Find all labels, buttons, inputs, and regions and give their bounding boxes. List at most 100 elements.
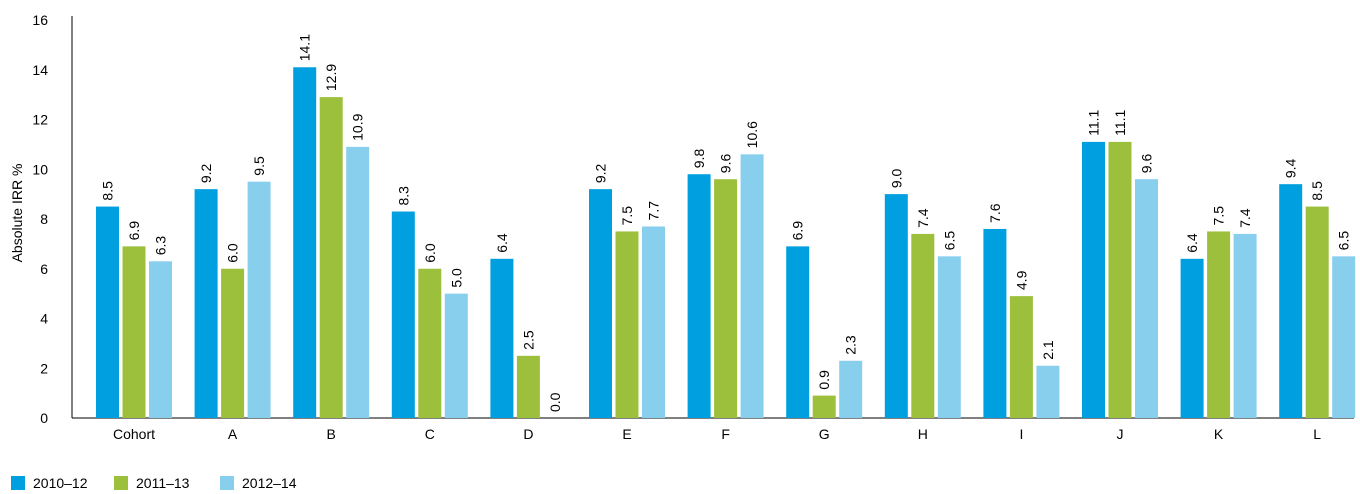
data-label: 7.7: [646, 201, 662, 221]
legend-label: 2012–14: [242, 475, 297, 491]
data-label: 0.0: [547, 392, 563, 412]
bar-h-series-3: [937, 256, 961, 418]
bar-j-series-2: [1108, 141, 1132, 418]
legend-swatch: [11, 476, 25, 490]
bar-b-series-2: [319, 97, 343, 419]
bar-f-series-3: [740, 154, 764, 418]
bar-g-series-2: [812, 395, 836, 418]
data-label: 9.8: [691, 149, 707, 169]
data-label: 8.5: [1309, 181, 1325, 201]
bar-b-series-3: [346, 146, 370, 419]
bar-b-series-1: [293, 67, 317, 418]
bar-i-series-2: [1009, 296, 1033, 418]
bar-c-series-1: [391, 211, 415, 418]
category-label: K: [1214, 426, 1224, 442]
y-tick-label: 12: [32, 112, 48, 128]
data-label: 9.6: [1139, 154, 1155, 174]
bar-k-series-1: [1180, 258, 1204, 418]
data-label: 6.0: [225, 243, 241, 263]
data-label: 14.1: [297, 34, 313, 61]
data-label: 7.5: [619, 206, 635, 226]
data-label: 12.9: [323, 64, 339, 91]
data-label: 8.5: [100, 181, 116, 201]
data-label: 9.6: [718, 154, 734, 174]
y-tick-label: 14: [32, 62, 48, 78]
category-label: J: [1117, 426, 1124, 442]
data-label: 5.0: [448, 268, 464, 288]
data-label: 2.3: [843, 335, 859, 355]
bar-e-series-1: [589, 189, 612, 418]
category-label: A: [228, 426, 238, 442]
legend: 2010–12 2011–13 2012–14: [11, 475, 297, 491]
data-label: 9.5: [251, 156, 267, 176]
y-tick-label: 16: [32, 12, 48, 28]
data-label: 6.5: [1336, 231, 1352, 251]
data-label: 6.9: [126, 221, 142, 241]
bar-d-series-1: [490, 258, 514, 418]
bar-l-series-3: [1332, 256, 1356, 418]
category-label: E: [622, 426, 631, 442]
data-label: 6.4: [494, 233, 510, 253]
data-label: 7.6: [987, 203, 1003, 223]
data-label: 9.2: [198, 163, 214, 183]
legend-label: 2011–13: [136, 475, 190, 491]
bar-g-series-1: [786, 246, 810, 418]
data-label: 9.0: [888, 168, 904, 188]
bar-e-series-2: [615, 231, 639, 418]
category-label: D: [523, 426, 533, 442]
bar-l-series-1: [1279, 184, 1303, 418]
legend-label: 2010–12: [33, 475, 88, 491]
bar-cohort-series-1: [96, 206, 119, 418]
bar-j-series-1: [1082, 141, 1105, 418]
data-label: 11.1: [1086, 109, 1102, 135]
data-label: 7.4: [915, 208, 931, 228]
data-label: 6.4: [1184, 233, 1200, 253]
y-tick-label: 2: [40, 360, 48, 376]
bar-d-series-2: [516, 355, 540, 418]
data-label: 6.0: [422, 243, 438, 263]
data-label: 4.9: [1013, 270, 1029, 290]
y-tick-label: 8: [40, 211, 48, 227]
bar-a-series-2: [221, 268, 245, 418]
y-tick-label: 10: [32, 161, 48, 177]
legend-swatch: [220, 476, 234, 490]
data-label: 7.5: [1211, 206, 1227, 226]
data-label: 2.5: [520, 330, 536, 350]
data-label: 9.2: [593, 163, 609, 183]
bar-a-series-3: [247, 181, 271, 418]
data-label: 0.9: [816, 370, 832, 390]
bar-f-series-2: [714, 179, 738, 418]
y-tick-label: 0: [40, 410, 48, 426]
y-axis-title: Absolute IRR %: [9, 164, 25, 263]
bar-e-series-3: [642, 226, 665, 418]
bar-h-series-1: [884, 194, 908, 418]
bar-g-series-3: [839, 360, 863, 418]
data-label: 8.3: [395, 186, 411, 206]
category-label: B: [327, 426, 336, 442]
bar-i-series-1: [983, 228, 1007, 418]
bar-c-series-2: [418, 268, 442, 418]
bar-f-series-1: [687, 174, 711, 418]
data-labels-group: 8.5 6.9 6.3 9.2 6.0 9.5 14.1 12.9 10.9 8.3 6.0 5.0 6…: [100, 34, 1352, 412]
category-label: I: [1019, 426, 1023, 442]
category-label: F: [721, 426, 730, 442]
bar-j-series-3: [1135, 179, 1158, 418]
category-label: Cohort: [113, 426, 155, 442]
data-label: 6.3: [153, 236, 169, 256]
data-label: 6.9: [790, 221, 806, 241]
bar-cohort-series-3: [149, 261, 172, 418]
y-tick-label: 4: [40, 311, 48, 327]
category-label: G: [819, 426, 830, 442]
legend-swatch: [114, 476, 128, 490]
y-tick-label: 6: [40, 261, 48, 277]
data-label: 2.1: [1040, 340, 1056, 360]
data-label: 7.4: [1237, 208, 1253, 228]
bars-group: [96, 67, 1356, 419]
category-label: H: [918, 426, 928, 442]
data-label: 11.1: [1112, 109, 1128, 135]
bar-a-series-1: [194, 189, 218, 418]
bar-h-series-2: [911, 233, 935, 418]
bar-i-series-3: [1036, 365, 1060, 418]
